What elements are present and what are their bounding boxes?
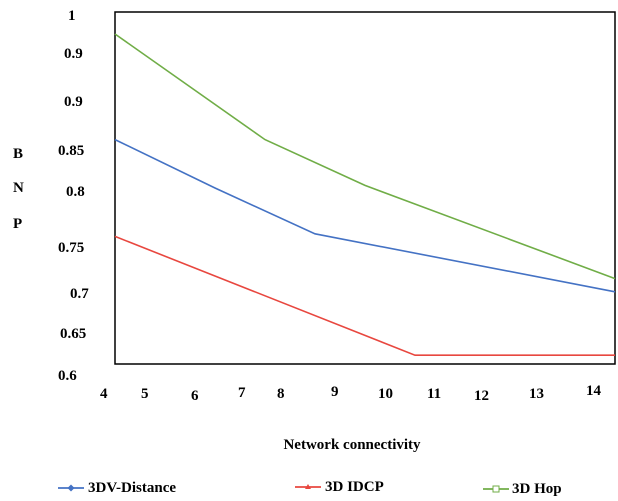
legend-marker-0 [67, 484, 75, 492]
y-label-letter: N [13, 180, 24, 196]
series-line-0 [114, 138, 616, 293]
x-tick-label: 6 [191, 388, 199, 404]
x-tick-label: 13 [529, 386, 544, 402]
plot-area [114, 11, 616, 365]
legend: 3DV-Distance 3D IDCP 3D Hop [58, 479, 562, 497]
x-axis-ticks: 4 5 6 7 8 9 10 11 12 13 14 [100, 383, 602, 404]
x-tick-label: 14 [586, 383, 602, 399]
y-tick-label: 0.9 [64, 94, 83, 110]
legend-marker-1 [305, 484, 311, 489]
y-tick-label: 0.85 [58, 143, 84, 159]
y-tick-label: 0.8 [66, 184, 85, 200]
x-tick-label: 9 [331, 384, 339, 400]
y-tick-label: 0.65 [60, 326, 86, 342]
y-label-letter: P [13, 216, 22, 232]
legend-marker-2 [492, 485, 500, 493]
legend-label-1: 3D IDCP [325, 479, 384, 495]
x-tick-label: 7 [238, 385, 246, 401]
y-tick-label: 0.9 [64, 46, 83, 62]
series-line-1 [114, 235, 615, 357]
y-tick-label: 0.6 [58, 368, 77, 384]
legend-label-2: 3D Hop [512, 481, 562, 497]
y-label-letter: B [13, 146, 23, 162]
x-tick-label: 10 [378, 386, 393, 402]
x-tick-label: 8 [277, 386, 285, 402]
x-tick-label: 12 [474, 388, 489, 404]
x-axis-title: Network connectivity [283, 437, 421, 453]
y-tick-label: 1 [68, 8, 76, 24]
series-layer [114, 33, 616, 357]
x-tick-label: 11 [427, 386, 441, 402]
y-tick-label: 0.75 [58, 240, 84, 256]
x-tick-label: 4 [100, 386, 108, 402]
legend-label-0: 3DV-Distance [88, 480, 176, 496]
y-axis-ticks: 1 0.9 0.9 0.85 0.8 0.75 0.7 0.65 0.6 [58, 8, 89, 384]
series-line-2 [114, 33, 616, 280]
x-tick-label: 5 [141, 386, 149, 402]
y-tick-label: 0.7 [70, 286, 89, 302]
y-axis-label: B N P [13, 146, 24, 232]
